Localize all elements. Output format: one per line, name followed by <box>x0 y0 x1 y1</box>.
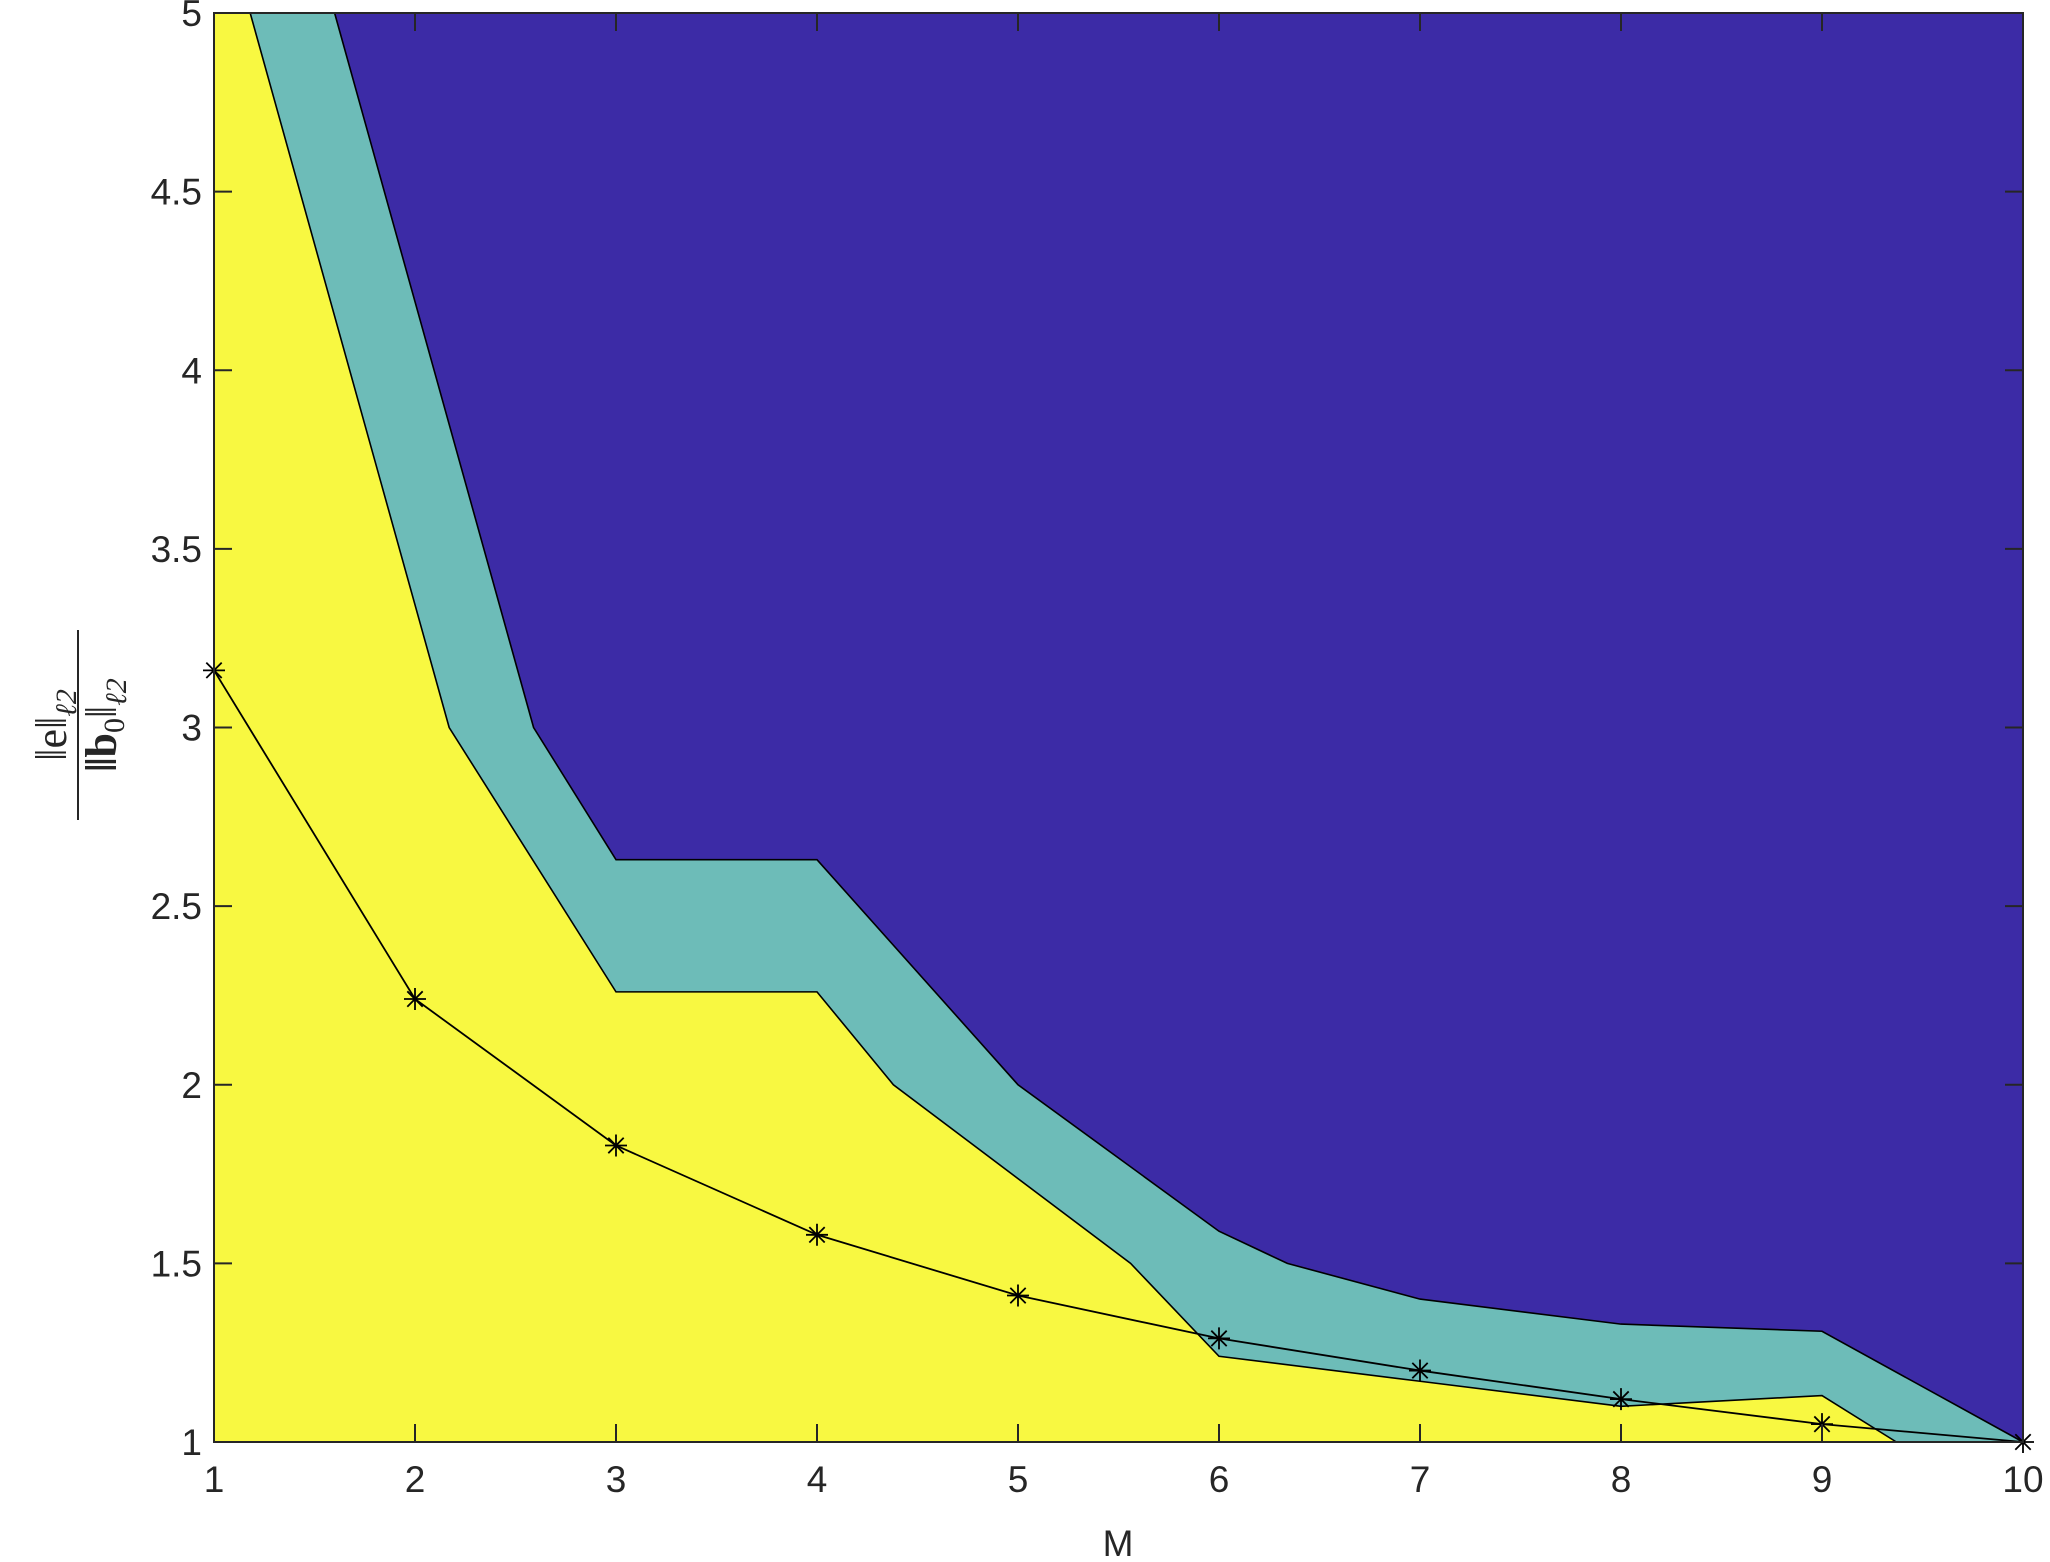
denominator-sub: ℓ2 <box>100 678 133 706</box>
marker <box>806 1223 828 1246</box>
x-tick-label: 5 <box>1008 1459 1029 1500</box>
y-tick-label: 1.5 <box>151 1243 202 1284</box>
y-tick-label: 4 <box>181 350 202 391</box>
y-tick-label: 5 <box>181 0 202 34</box>
y-tick-label: 3 <box>181 708 202 749</box>
marker <box>1007 1284 1029 1307</box>
x-axis-label: M <box>1103 1523 1134 1562</box>
x-tick-label: 3 <box>606 1459 627 1500</box>
y-tick-label: 2.5 <box>151 886 202 927</box>
plot-area <box>203 12 2034 1453</box>
denominator-text-end: ‖ <box>77 706 126 718</box>
x-tick-label: 8 <box>1611 1459 1632 1500</box>
x-tick-label: 6 <box>1209 1459 1230 1500</box>
region-boundary <box>333 12 2024 1443</box>
x-tick-label: 9 <box>1812 1459 1833 1500</box>
y-tick-label: 4.5 <box>151 172 202 213</box>
x-tick-label: 1 <box>204 1459 225 1500</box>
region-boundary <box>249 12 2023 1443</box>
marker <box>605 1134 627 1157</box>
x-tick-label: 2 <box>405 1459 426 1500</box>
marker <box>404 988 426 1011</box>
denominator-text-sub: 0 <box>98 718 131 733</box>
y-label-denominator: ‖b0‖ℓ2 <box>77 678 133 772</box>
y-label-numerator: ‖e‖ℓ2 <box>27 689 83 761</box>
marker <box>1208 1327 1230 1350</box>
marker <box>1409 1359 1431 1382</box>
x-tick-label: 7 <box>1410 1459 1431 1500</box>
numerator-text: ‖e‖ <box>27 717 76 761</box>
x-tick-label: 10 <box>2002 1459 2043 1500</box>
y-tick-label: 1 <box>181 1422 202 1463</box>
denominator-text: ‖b <box>77 733 126 772</box>
marker <box>1610 1388 1632 1411</box>
y-tick-label: 3.5 <box>151 529 202 570</box>
y-tick-label: 2 <box>181 1065 202 1106</box>
region-fill <box>214 13 2023 1442</box>
y-axis-label: ‖e‖ℓ2 ‖b0‖ℓ2 <box>27 630 133 820</box>
x-tick-label: 4 <box>807 1459 828 1500</box>
line <box>213 669 2024 1443</box>
